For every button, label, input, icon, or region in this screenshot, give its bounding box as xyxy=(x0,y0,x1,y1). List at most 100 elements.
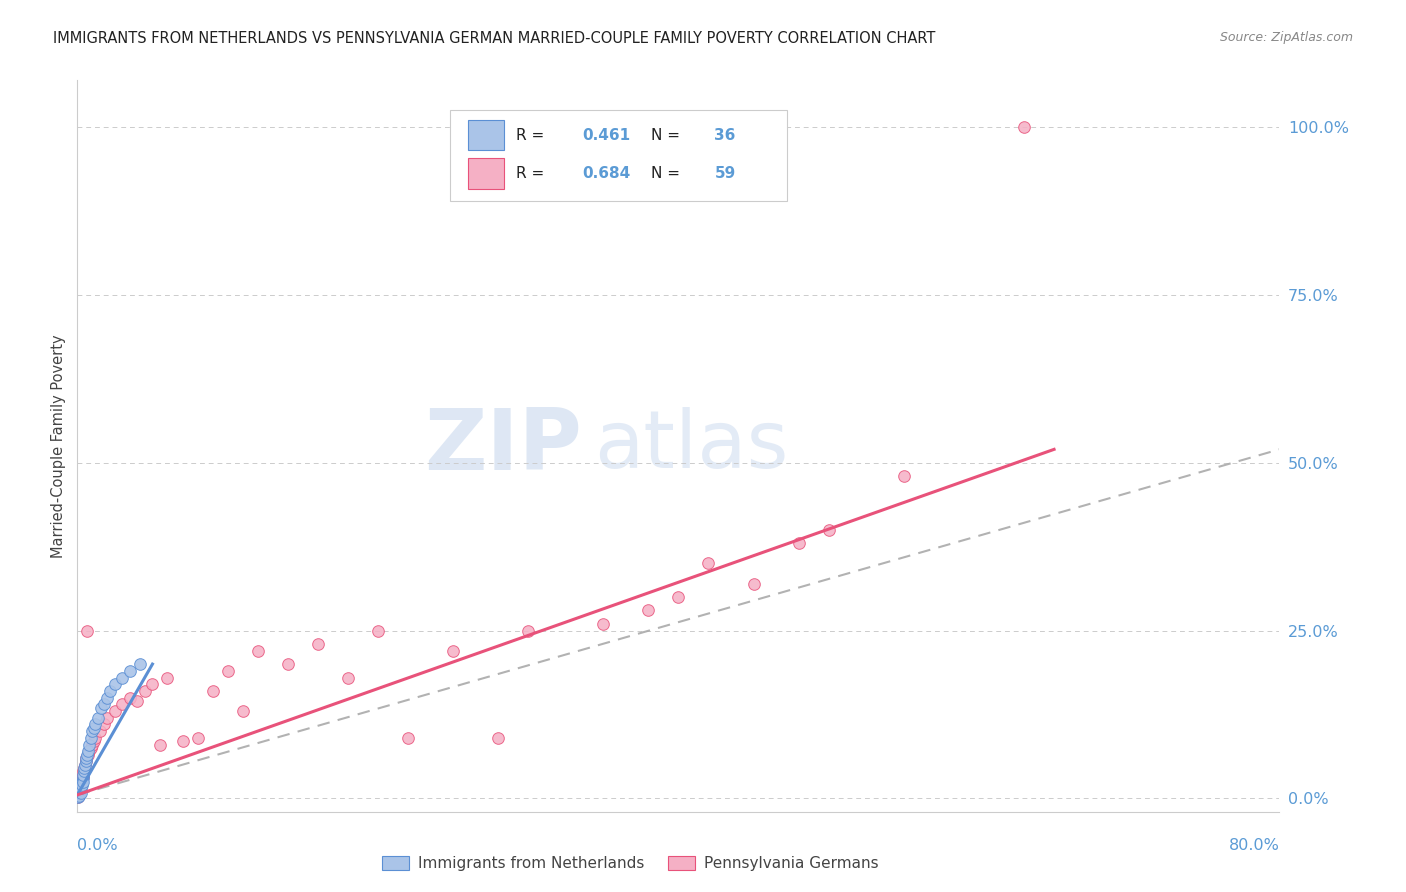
Text: Source: ZipAtlas.com: Source: ZipAtlas.com xyxy=(1219,31,1353,45)
Text: N =: N = xyxy=(651,128,689,143)
Point xyxy=(70,781,93,796)
Point xyxy=(111,698,134,712)
Point xyxy=(75,751,97,765)
Point xyxy=(104,677,127,691)
Point xyxy=(141,677,163,691)
Text: atlas: atlas xyxy=(595,407,789,485)
Point xyxy=(93,717,115,731)
Point xyxy=(82,724,104,739)
Text: 0.0%: 0.0% xyxy=(77,838,118,853)
Point xyxy=(67,781,90,796)
Point xyxy=(396,731,419,745)
Point xyxy=(67,786,90,800)
Point xyxy=(277,657,299,671)
Point xyxy=(118,664,141,678)
Point xyxy=(232,704,254,718)
Point xyxy=(67,789,90,804)
Point xyxy=(67,784,90,798)
Point xyxy=(149,738,172,752)
Point xyxy=(93,698,115,712)
Point xyxy=(69,784,91,798)
Point xyxy=(84,717,107,731)
Point xyxy=(76,744,98,758)
Point xyxy=(67,789,90,804)
Point xyxy=(787,536,810,550)
Text: R =: R = xyxy=(516,128,554,143)
Point xyxy=(217,664,239,678)
Point xyxy=(186,731,209,745)
Point xyxy=(76,624,98,638)
Bar xyxy=(468,158,505,188)
Point xyxy=(80,731,103,745)
Point xyxy=(111,671,134,685)
Point xyxy=(129,657,152,671)
Text: ZIP: ZIP xyxy=(425,404,582,488)
Point xyxy=(104,704,127,718)
Point xyxy=(72,764,94,779)
Point xyxy=(72,774,94,789)
Point xyxy=(70,778,93,792)
Point xyxy=(70,771,93,785)
Point xyxy=(127,694,149,708)
Point xyxy=(69,783,91,797)
Point xyxy=(72,768,94,782)
Point xyxy=(80,741,103,756)
Text: R =: R = xyxy=(516,166,554,181)
Point xyxy=(72,770,94,784)
Point xyxy=(76,747,98,762)
Point xyxy=(73,761,96,775)
Point xyxy=(83,734,105,748)
Point xyxy=(70,772,93,787)
Text: 36: 36 xyxy=(714,128,735,143)
Point xyxy=(82,738,104,752)
Point xyxy=(73,761,96,775)
Point xyxy=(67,786,90,800)
Text: 59: 59 xyxy=(714,166,735,181)
Point xyxy=(76,747,98,762)
Point xyxy=(73,757,96,772)
Point xyxy=(69,778,91,792)
Point xyxy=(75,755,97,769)
Point xyxy=(73,757,96,772)
Legend: Immigrants from Netherlands, Pennsylvania Germans: Immigrants from Netherlands, Pennsylvani… xyxy=(375,850,884,877)
Point xyxy=(87,711,110,725)
Point xyxy=(69,774,91,789)
Point xyxy=(72,764,94,779)
Point xyxy=(69,783,91,797)
Point xyxy=(307,637,329,651)
Point xyxy=(172,734,194,748)
Point xyxy=(1012,120,1035,135)
FancyBboxPatch shape xyxy=(450,110,786,201)
Point xyxy=(367,624,389,638)
Point xyxy=(67,788,90,802)
Point xyxy=(592,616,614,631)
Point xyxy=(893,469,915,483)
Point xyxy=(637,603,659,617)
Point xyxy=(84,731,107,745)
Point xyxy=(486,731,509,745)
Point xyxy=(697,557,720,571)
Point xyxy=(441,643,464,657)
Point xyxy=(90,700,112,714)
Point xyxy=(89,724,111,739)
Point xyxy=(67,789,90,804)
Text: N =: N = xyxy=(651,166,689,181)
Point xyxy=(742,576,765,591)
Point xyxy=(75,751,97,765)
Point xyxy=(70,774,93,789)
Point xyxy=(96,690,118,705)
Y-axis label: Married-Couple Family Poverty: Married-Couple Family Poverty xyxy=(51,334,66,558)
Point xyxy=(69,786,91,800)
Point xyxy=(67,788,90,802)
Point xyxy=(156,671,179,685)
Point xyxy=(517,624,540,638)
Point xyxy=(96,711,118,725)
Point xyxy=(79,738,101,752)
Text: 80.0%: 80.0% xyxy=(1229,838,1279,853)
Point xyxy=(100,684,122,698)
Point xyxy=(79,744,101,758)
Point xyxy=(72,768,94,782)
Text: 0.684: 0.684 xyxy=(582,166,630,181)
Point xyxy=(72,771,94,785)
Text: IMMIGRANTS FROM NETHERLANDS VS PENNSYLVANIA GERMAN MARRIED-COUPLE FAMILY POVERTY: IMMIGRANTS FROM NETHERLANDS VS PENNSYLVA… xyxy=(53,31,936,46)
